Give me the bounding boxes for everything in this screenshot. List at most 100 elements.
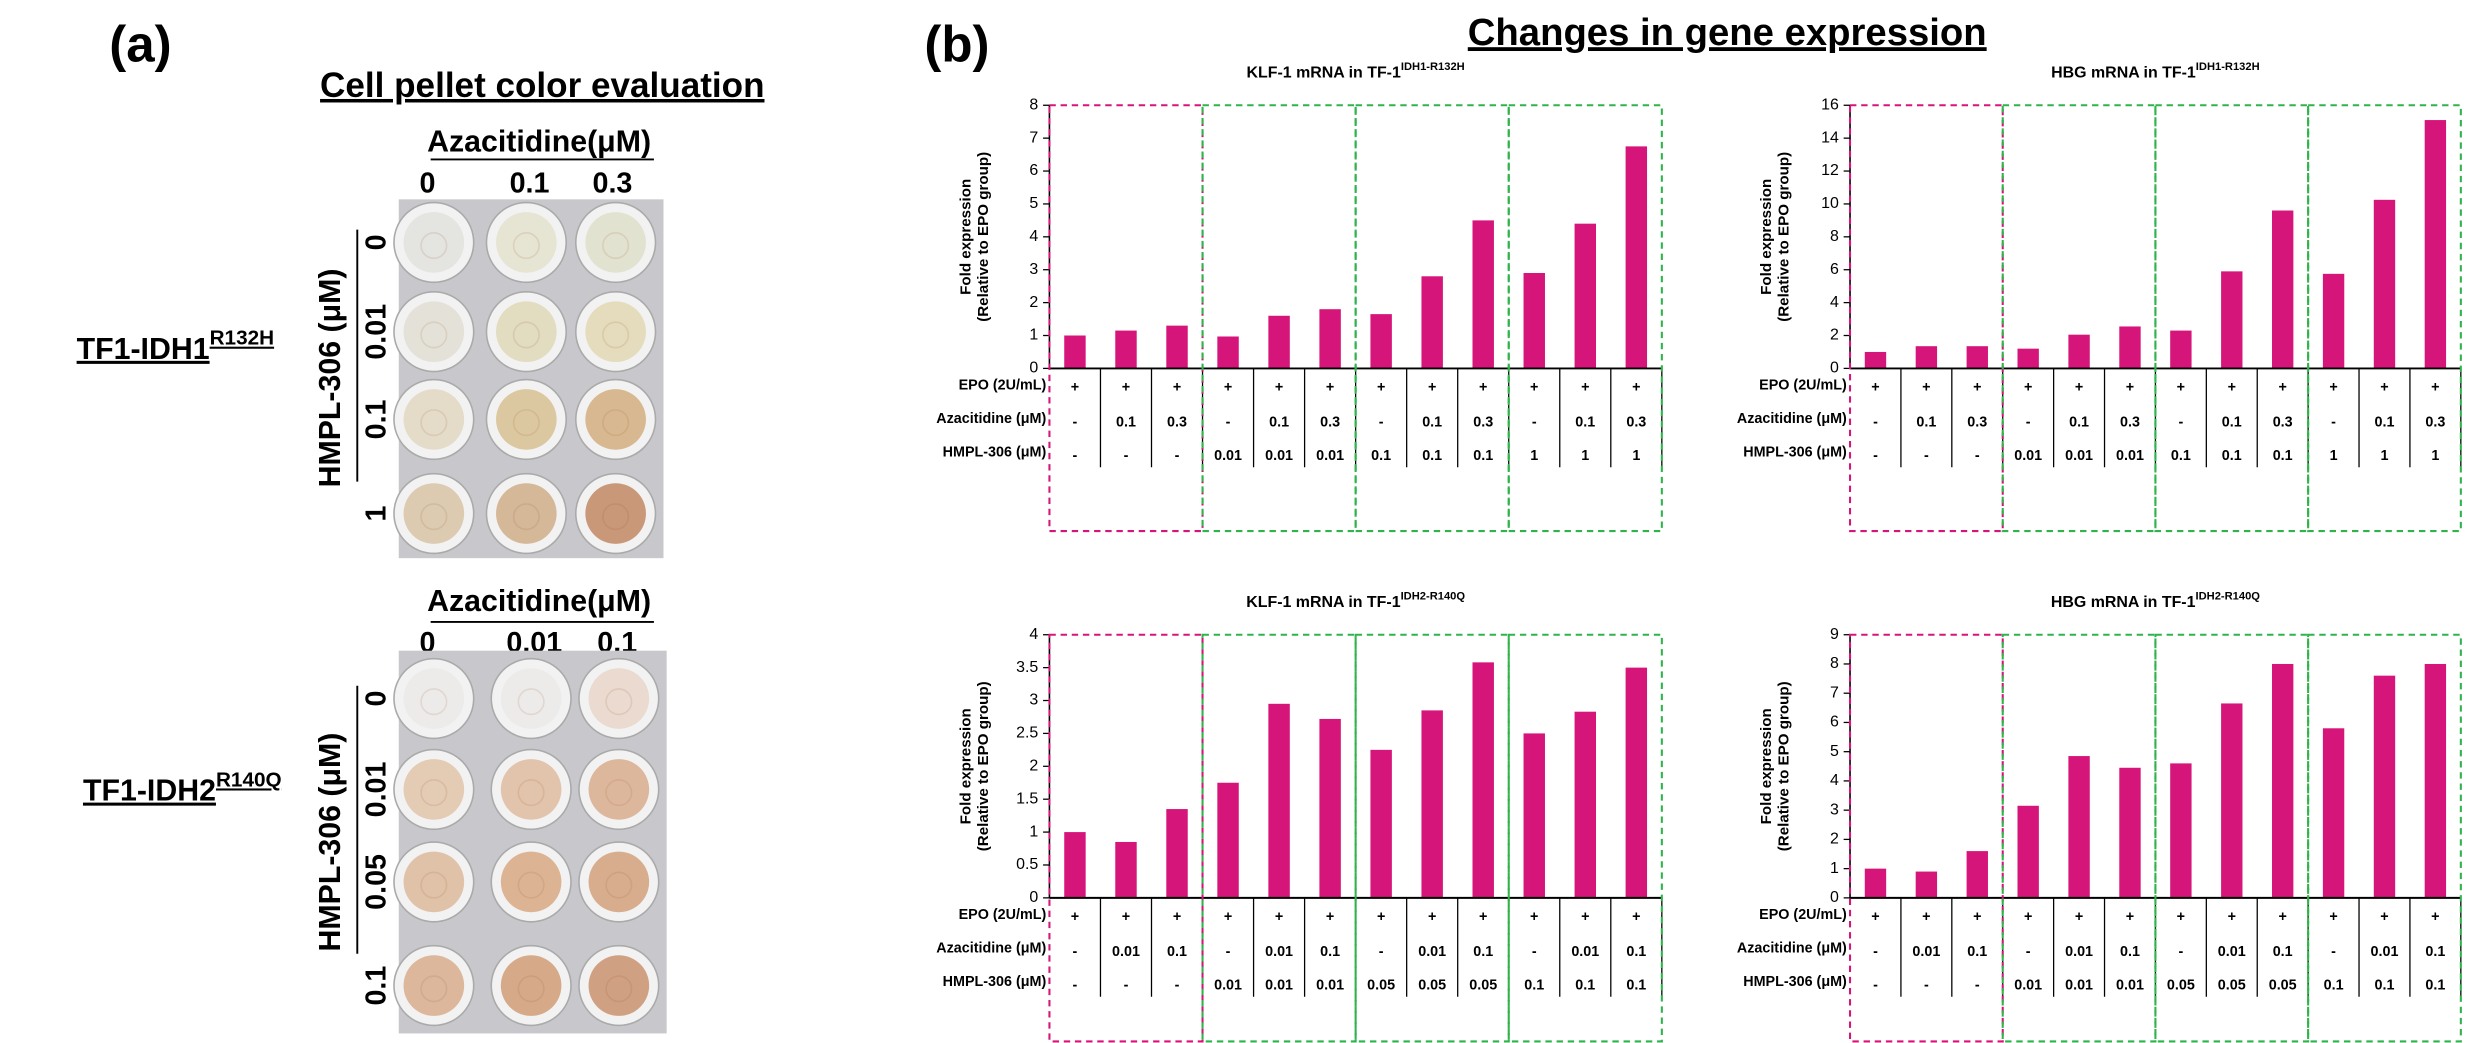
title-superscript: IDH2-R140Q [1401,590,1466,602]
condition-value: 0.01 [1418,944,1446,960]
condition-value: + [2024,379,2032,395]
y-tick-label: 1 [1029,327,1038,344]
condition-value: 0.01 [1265,448,1293,464]
condition-value: 0.1 [1422,448,1442,464]
pellet [421,322,447,348]
condition-value: 0.1 [1524,977,1544,993]
condition-value: + [1326,379,1334,395]
condition-value: - [1175,448,1180,464]
y-tick-label: 8 [1029,96,1038,113]
y-tick-label: 3.5 [1016,659,1038,676]
bar [2017,349,2038,369]
y-axis-label: Fold expression [958,179,975,295]
bar [1166,326,1187,369]
condition-value: 0.01 [1265,944,1293,960]
condition-value: + [2380,909,2388,925]
condition-value: + [2126,379,2134,395]
condition-value: + [1326,909,1334,925]
condition-value: + [2228,379,2236,395]
title-main: HBG mRNA in TF-1 [2051,594,2196,611]
y-tick-label: 1.5 [1016,790,1038,807]
condition-value: - [2178,414,2183,430]
condition-value: 0.1 [1575,414,1595,430]
condition-value: + [2075,909,2083,925]
condition-value: 0.3 [2273,414,2293,430]
condition-value: 0.1 [1916,414,1936,430]
bar [1268,316,1289,369]
group-box [2003,105,2156,531]
y-tick-label: 5 [1830,743,1839,760]
y-tick-label: 4 [1830,294,1839,311]
condition-value: + [1871,379,1879,395]
bar [1421,710,1442,897]
condition-value: - [1532,414,1537,430]
condition-value: + [1428,379,1436,395]
y-tick-label: 3 [1830,801,1839,818]
condition-value: + [1973,909,1981,925]
pellet [514,233,540,259]
condition-value: + [1973,379,1981,395]
condition-value: + [1479,379,1487,395]
bar [1473,220,1494,368]
bar [1370,750,1391,898]
bar [1967,346,1988,368]
condition-value: + [2278,909,2286,925]
row-label: 0 [361,234,393,250]
bar [1421,276,1442,368]
y-tick-label: 3 [1029,261,1038,278]
condition-value: 0.1 [2069,414,2089,430]
y-tick-label: 4 [1029,626,1038,643]
condition-value: 1 [1581,448,1589,464]
y-tick-label: 6 [1029,162,1038,179]
bar [2323,728,2344,898]
y-axis-label: Fold expression [1758,179,1775,295]
condition-value: + [1632,379,1640,395]
y-tick-label: 0 [1830,889,1839,906]
title-main: KLF-1 mRNA in TF-1 [1246,594,1400,611]
bar [1916,872,1937,898]
condition-label: Azacitidine (μM) [1737,941,1847,957]
condition-value: - [1975,977,1980,993]
bar [1473,662,1494,898]
condition-value: 0.01 [2116,448,2144,464]
panel-title: Changes in gene expression [1468,11,1987,54]
y-tick-label: 0 [1029,360,1038,377]
condition-value: - [1124,448,1129,464]
figure: (a) Cell pellet color evaluation (b) Cha… [0,0,2488,1043]
condition-value: - [1379,944,1384,960]
bar [1064,336,1085,369]
condition-value: + [1922,909,1930,925]
condition-value: - [1226,414,1231,430]
pellet [603,233,629,259]
condition-value: + [2278,379,2286,395]
condition-value: - [2026,944,2031,960]
bar [1865,869,1886,898]
condition-value: - [2178,944,2183,960]
column-label: 0.3 [593,168,633,200]
condition-value: - [1532,944,1537,960]
condition-value: + [2380,379,2388,395]
condition-value: 0.05 [2218,977,2246,993]
condition-value: + [1530,379,1538,395]
y-tick-label: 2 [1830,831,1839,848]
row-title: HMPL-306 (μM) [314,733,347,952]
condition-value: 0.1 [1320,944,1340,960]
condition-value: 0.01 [1912,944,1940,960]
condition-value: - [1073,977,1078,993]
condition-label: Azacitidine (μM) [1737,411,1847,427]
condition-value: 0.1 [1116,414,1136,430]
y-axis-label: (Relative to EPO group) [1776,681,1793,851]
pellet [603,504,629,530]
y-tick-label: 3 [1029,692,1038,709]
sample-superscript: R140Q [216,769,282,792]
column-label: 0 [419,168,435,200]
condition-value: + [1377,379,1385,395]
row-label: 0 [361,691,393,707]
condition-value: + [1377,909,1385,925]
y-tick-label: 14 [1821,129,1839,146]
title-main: KLF-1 mRNA in TF-1 [1247,65,1401,82]
condition-value: 0.1 [1626,944,1646,960]
condition-value: 0.01 [2014,448,2042,464]
condition-value: 0.1 [1473,448,1493,464]
pellet [603,322,629,348]
